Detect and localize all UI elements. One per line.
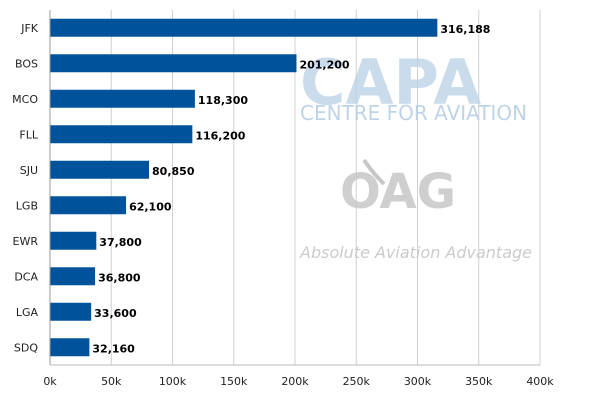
bar-lgb [50,196,127,215]
x-tick-label: 100k [159,375,187,388]
category-label: SJU [20,164,38,177]
data-label: 201,200 [299,58,349,71]
x-tick-label: 250k [343,375,371,388]
category-label: LGB [16,199,38,212]
data-label: 36,800 [98,271,141,284]
data-label: 80,850 [152,165,195,178]
oag-watermark-tagline: Absolute Aviation Advantage [299,243,532,262]
data-label: 62,100 [129,200,172,213]
bar-sdq [50,338,90,357]
data-labels: 316,188 201,200 118,300 116,200 80,850 62,100… [92,23,490,356]
oag-swoosh-icon [362,158,386,186]
bar-ewr [50,231,97,250]
capa-watermark-subtitle: CENTRE FOR AVIATION [300,101,527,125]
category-label: BOS [15,57,38,70]
x-tick-label: 50k [101,375,122,388]
category-label: FLL [19,128,38,141]
x-tick-label: 200k [281,375,309,388]
data-label: 118,300 [198,94,248,107]
category-label: EWR [13,235,39,248]
bar-jfk [50,18,438,37]
category-label: SDQ [14,341,38,354]
capa-watermark-logo: CAPA [300,46,481,119]
data-label: 316,188 [440,23,490,36]
watermarks: CAPA CENTRE FOR AVIATION OAG Absolute Av… [299,46,532,262]
category-label: DCA [14,270,38,283]
x-tick-label: 350k [465,375,493,388]
axes: 0k 50k 100k 150k 200k 250k 300k 350k 400k JFK BOS M… [12,10,554,388]
bars [50,18,438,357]
category-label: JFK [20,22,39,35]
bar-dca [50,267,96,286]
bar-lga [50,302,92,321]
category-label: MCO [12,93,38,106]
bar-sju [50,160,150,179]
x-tick-label: 0k [43,375,57,388]
data-label: 33,600 [94,307,137,320]
data-label: 32,160 [92,342,135,355]
bar-fll [50,125,193,144]
bar-bos [50,54,297,73]
bar-mco [50,89,195,108]
data-label: 37,800 [99,236,142,249]
x-tick-label: 300k [404,375,432,388]
data-label: 116,200 [195,129,245,142]
oag-watermark-logo: OAG [340,164,456,220]
x-tick-label: 400k [526,375,554,388]
x-tick-label: 150k [220,375,248,388]
category-label: LGA [16,306,39,319]
